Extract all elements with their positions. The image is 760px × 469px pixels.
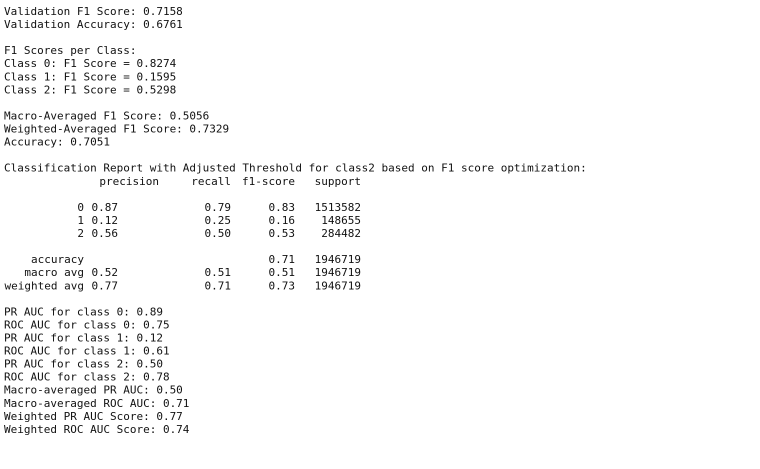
- table-cell: 0.71: [269, 253, 296, 266]
- table-cell: 284482: [321, 227, 361, 240]
- class-f1-line: Class 1: F1 Score = 0.1595: [4, 70, 176, 83]
- average-line: Accuracy: 0.7051: [4, 136, 110, 149]
- auc-line: ROC AUC for class 0: 0.75: [4, 318, 170, 331]
- auc-line: PR AUC for class 0: 0.89: [4, 305, 163, 318]
- row-label: 1: [77, 214, 84, 227]
- class-f1-line: Class 2: F1 Score = 0.5298: [4, 83, 176, 96]
- auc-line: ROC AUC for class 2: 0.78: [4, 371, 170, 384]
- table-cell: 1946719: [315, 253, 361, 266]
- table-cell: 0.25: [205, 214, 232, 227]
- column-header: recall: [191, 175, 231, 188]
- average-line: Macro-Averaged F1 Score: 0.5056: [4, 109, 209, 122]
- auc-line: Macro-averaged ROC AUC: 0.71: [4, 397, 189, 410]
- table-cell: 0.73: [269, 279, 296, 292]
- auc-line: PR AUC for class 1: 0.12: [4, 332, 163, 345]
- table-cell: 148655: [321, 214, 361, 227]
- table-cell: 0.51: [269, 266, 296, 279]
- summary-line: Validation F1 Score: 0.7158: [4, 5, 183, 18]
- row-label: accuracy: [31, 253, 84, 266]
- table-cell: 0.71: [205, 279, 232, 292]
- auc-line: ROC AUC for class 1: 0.61: [4, 345, 170, 358]
- column-header: f1-score: [242, 175, 295, 188]
- table-cell: 0.16: [269, 214, 296, 227]
- table-cell: 0.52: [92, 266, 119, 279]
- report-title: Classification Report with Adjusted Thre…: [4, 162, 587, 175]
- table-cell: 0.77: [92, 279, 119, 292]
- table-cell: 1513582: [315, 201, 361, 214]
- row-label: macro avg: [24, 266, 84, 279]
- table-cell: 0.53: [269, 227, 296, 240]
- table-cell: 0.50: [205, 227, 232, 240]
- average-line: Weighted-Averaged F1 Score: 0.7329: [4, 123, 229, 136]
- table-cell: 0.56: [92, 227, 119, 240]
- column-header: support: [315, 175, 361, 188]
- auc-line: Macro-averaged PR AUC: 0.50: [4, 384, 183, 397]
- table-cell: 1946719: [315, 279, 361, 292]
- column-header: precision: [99, 175, 159, 188]
- row-label: weighted avg: [5, 279, 84, 292]
- table-cell: 0.12: [92, 214, 119, 227]
- summary-line: Validation Accuracy: 0.6761: [4, 18, 183, 31]
- table-cell: 0.79: [205, 201, 232, 214]
- row-label: 0: [77, 201, 84, 214]
- table-cell: 0.87: [92, 201, 119, 214]
- auc-line: PR AUC for class 2: 0.50: [4, 358, 163, 371]
- row-label: 2: [77, 227, 84, 240]
- table-cell: 0.51: [205, 266, 232, 279]
- table-cell: 0.83: [269, 201, 296, 214]
- auc-line: Weighted ROC AUC Score: 0.74: [4, 423, 190, 436]
- section-title: F1 Scores per Class:: [4, 44, 136, 57]
- auc-line: Weighted PR AUC Score: 0.77: [4, 410, 183, 423]
- class-f1-line: Class 0: F1 Score = 0.8274: [4, 57, 177, 70]
- table-cell: 1946719: [315, 266, 361, 279]
